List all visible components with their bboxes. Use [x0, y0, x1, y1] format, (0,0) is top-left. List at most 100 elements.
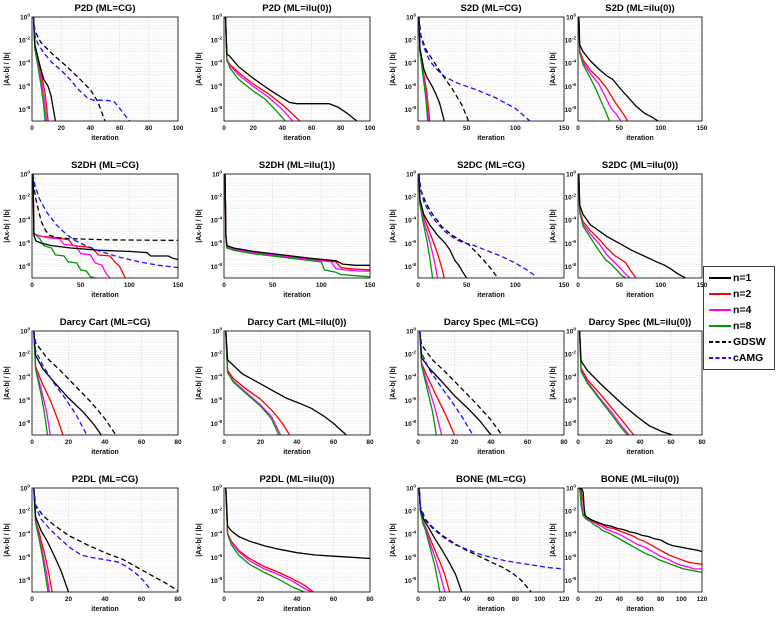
- y-axis-label: |Ax-b| / |b|: [550, 523, 557, 557]
- subplot-s2dc-cg: 100 10-2 10-4 10-6 10-8 0 50 100 150 S2DC (ML=CG)…: [388, 158, 578, 314]
- series-GDSW: [33, 331, 117, 435]
- x-tick-label: 60: [636, 596, 644, 603]
- y-axis-label: |Ax-b| / |b|: [4, 52, 11, 86]
- subplot-title: Darcy Cart (ML=CG): [60, 317, 151, 328]
- series-n1: [224, 17, 358, 121]
- chart-s2dh-ilu1: 100 10-2 10-4 10-6 10-8 0 50 100 150 S2DH (ML=ilu…: [196, 160, 376, 299]
- x-tick-label: 40: [101, 439, 109, 446]
- y-tick-label: 10-2: [211, 193, 223, 202]
- x-tick-label: 120: [697, 596, 708, 603]
- y-tick-label: 10-2: [565, 36, 577, 45]
- x-tick-label: 40: [636, 439, 644, 446]
- subplot-p2d-ilu0: 100 10-2 10-4 10-6 10-8 0 20 40 60 80 100 P2D (ML=i…: [194, 1, 384, 157]
- x-tick-label: 0: [30, 282, 34, 289]
- y-tick-label: 10-4: [211, 59, 223, 68]
- y-axis-label: |Ax-b| / |b|: [196, 523, 203, 557]
- y-tick-label: 10-4: [565, 216, 577, 225]
- y-tick-label: 10-8: [19, 576, 31, 585]
- x-tick-label: 60: [116, 125, 124, 132]
- y-axis-label: |Ax-b| / |b|: [196, 209, 203, 243]
- series-n8: [225, 331, 280, 435]
- y-tick-label: 10-6: [211, 239, 223, 248]
- subplot-title: S2DH (ML=CG): [71, 160, 139, 171]
- x-tick-label: 0: [416, 596, 420, 603]
- series-n1: [578, 174, 686, 278]
- x-axis-label: iteration: [477, 606, 505, 613]
- y-tick-label: 10-6: [19, 239, 31, 248]
- x-tick-label: 20: [65, 439, 73, 446]
- x-tick-label: 50: [463, 282, 471, 289]
- x-tick-label: 80: [337, 125, 345, 132]
- subplot-title: BONE (ML=CG): [456, 474, 526, 485]
- series-cAMG: [33, 331, 88, 435]
- y-tick-label: 10-6: [405, 553, 417, 562]
- y-tick-label: 10-2: [405, 36, 417, 45]
- x-tick-label: 0: [416, 125, 420, 132]
- subplot-title: S2DC (ML=CG): [457, 160, 525, 171]
- x-tick-label: 150: [697, 282, 708, 289]
- x-tick-label: 0: [416, 282, 420, 289]
- series-n8: [578, 331, 629, 435]
- legend-label: n=4: [733, 304, 752, 316]
- y-tick-label: 10-4: [565, 530, 577, 539]
- legend-entry-n8: n=8: [708, 318, 769, 334]
- y-tick-label: 100: [566, 13, 576, 22]
- subplot-title: Darcy Spec (ML=CG): [444, 317, 538, 328]
- y-tick-label: 10-4: [405, 59, 417, 68]
- x-tick-label: 50: [616, 125, 624, 132]
- x-tick-label: 80: [698, 439, 706, 446]
- series-GDSW: [33, 488, 178, 592]
- y-tick-label: 10-6: [211, 396, 223, 405]
- y-axis-label: |Ax-b| / |b|: [390, 52, 397, 86]
- x-tick-label: 80: [560, 439, 568, 446]
- x-tick-label: 0: [576, 282, 580, 289]
- series-n8: [578, 488, 702, 574]
- x-tick-label: 0: [222, 596, 226, 603]
- subplot-title: S2D (ML=ilu(0)): [605, 3, 674, 14]
- legend: n=1 n=2 n=4 n=8 GDSW cAMG: [703, 266, 775, 370]
- subplot-s2dh-cg: 100 10-2 10-4 10-6 10-8 0 50 100 150 S2DH (ML=CG)…: [2, 158, 192, 314]
- x-tick-label: 150: [697, 125, 708, 132]
- y-axis-label: |Ax-b| / |b|: [390, 209, 397, 243]
- subplot-title: P2D (ML=CG): [75, 3, 136, 14]
- chart-p2dl-ilu0: 100 10-2 10-4 10-6 10-8 0 20 40 60 80 P2DL (ML=ilu…: [196, 474, 374, 613]
- subplot-s2dh-ilu1: 100 10-2 10-4 10-6 10-8 0 50 100 150 S2DH (ML=ilu…: [194, 158, 384, 314]
- x-tick-label: 50: [616, 282, 624, 289]
- legend-label: n=8: [733, 320, 752, 332]
- x-axis-label: iteration: [626, 449, 654, 456]
- x-tick-label: 0: [30, 125, 34, 132]
- series-GDSW: [418, 174, 499, 278]
- x-tick-label: 20: [65, 596, 73, 603]
- y-tick-label: 10-6: [565, 396, 577, 405]
- series-GDSW: [418, 17, 470, 121]
- series-n8: [32, 174, 96, 278]
- y-tick-label: 10-8: [211, 262, 223, 271]
- legend-entry-n2: n=2: [708, 286, 769, 302]
- y-tick-label: 100: [212, 327, 222, 336]
- y-axis-label: |Ax-b| / |b|: [550, 209, 557, 243]
- series-n8: [224, 174, 370, 278]
- series-GDSW: [32, 17, 106, 121]
- y-axis-label: |Ax-b| / |b|: [4, 366, 11, 400]
- x-tick-label: 20: [439, 596, 447, 603]
- series-GDSW: [32, 174, 178, 242]
- x-tick-label: 60: [330, 596, 338, 603]
- subplot-title: P2DL (ML=ilu(0)): [259, 474, 334, 485]
- series-n1: [578, 17, 659, 121]
- y-tick-label: 100: [406, 170, 416, 179]
- x-tick-label: 20: [595, 596, 603, 603]
- subplot-darcy-cart-cg: 100 10-2 10-4 10-6 10-8 0 20 40 60 80 Darcy Cart (…: [2, 315, 192, 471]
- legend-label: n=1: [733, 272, 752, 284]
- legend-entry-n4: n=4: [708, 302, 769, 318]
- subplot-p2dl-ilu0: 100 10-2 10-4 10-6 10-8 0 20 40 60 80 P2DL (ML=ilu…: [194, 472, 384, 628]
- y-tick-label: 10-2: [405, 507, 417, 516]
- y-tick-label: 10-4: [19, 59, 31, 68]
- x-tick-label: 40: [279, 125, 287, 132]
- x-tick-label: 40: [101, 596, 109, 603]
- y-tick-label: 10-4: [565, 59, 577, 68]
- series-n2: [225, 331, 291, 435]
- chart-darcy-spec-cg: 100 10-2 10-4 10-6 10-8 0 20 40 60 80 Darcy Spec (…: [390, 317, 568, 456]
- subplot-bone-ilu0: 100 10-2 10-4 10-6 10-8 0 20 40 60 80 100 120 BONE (…: [548, 472, 738, 628]
- y-tick-label: 10-6: [405, 396, 417, 405]
